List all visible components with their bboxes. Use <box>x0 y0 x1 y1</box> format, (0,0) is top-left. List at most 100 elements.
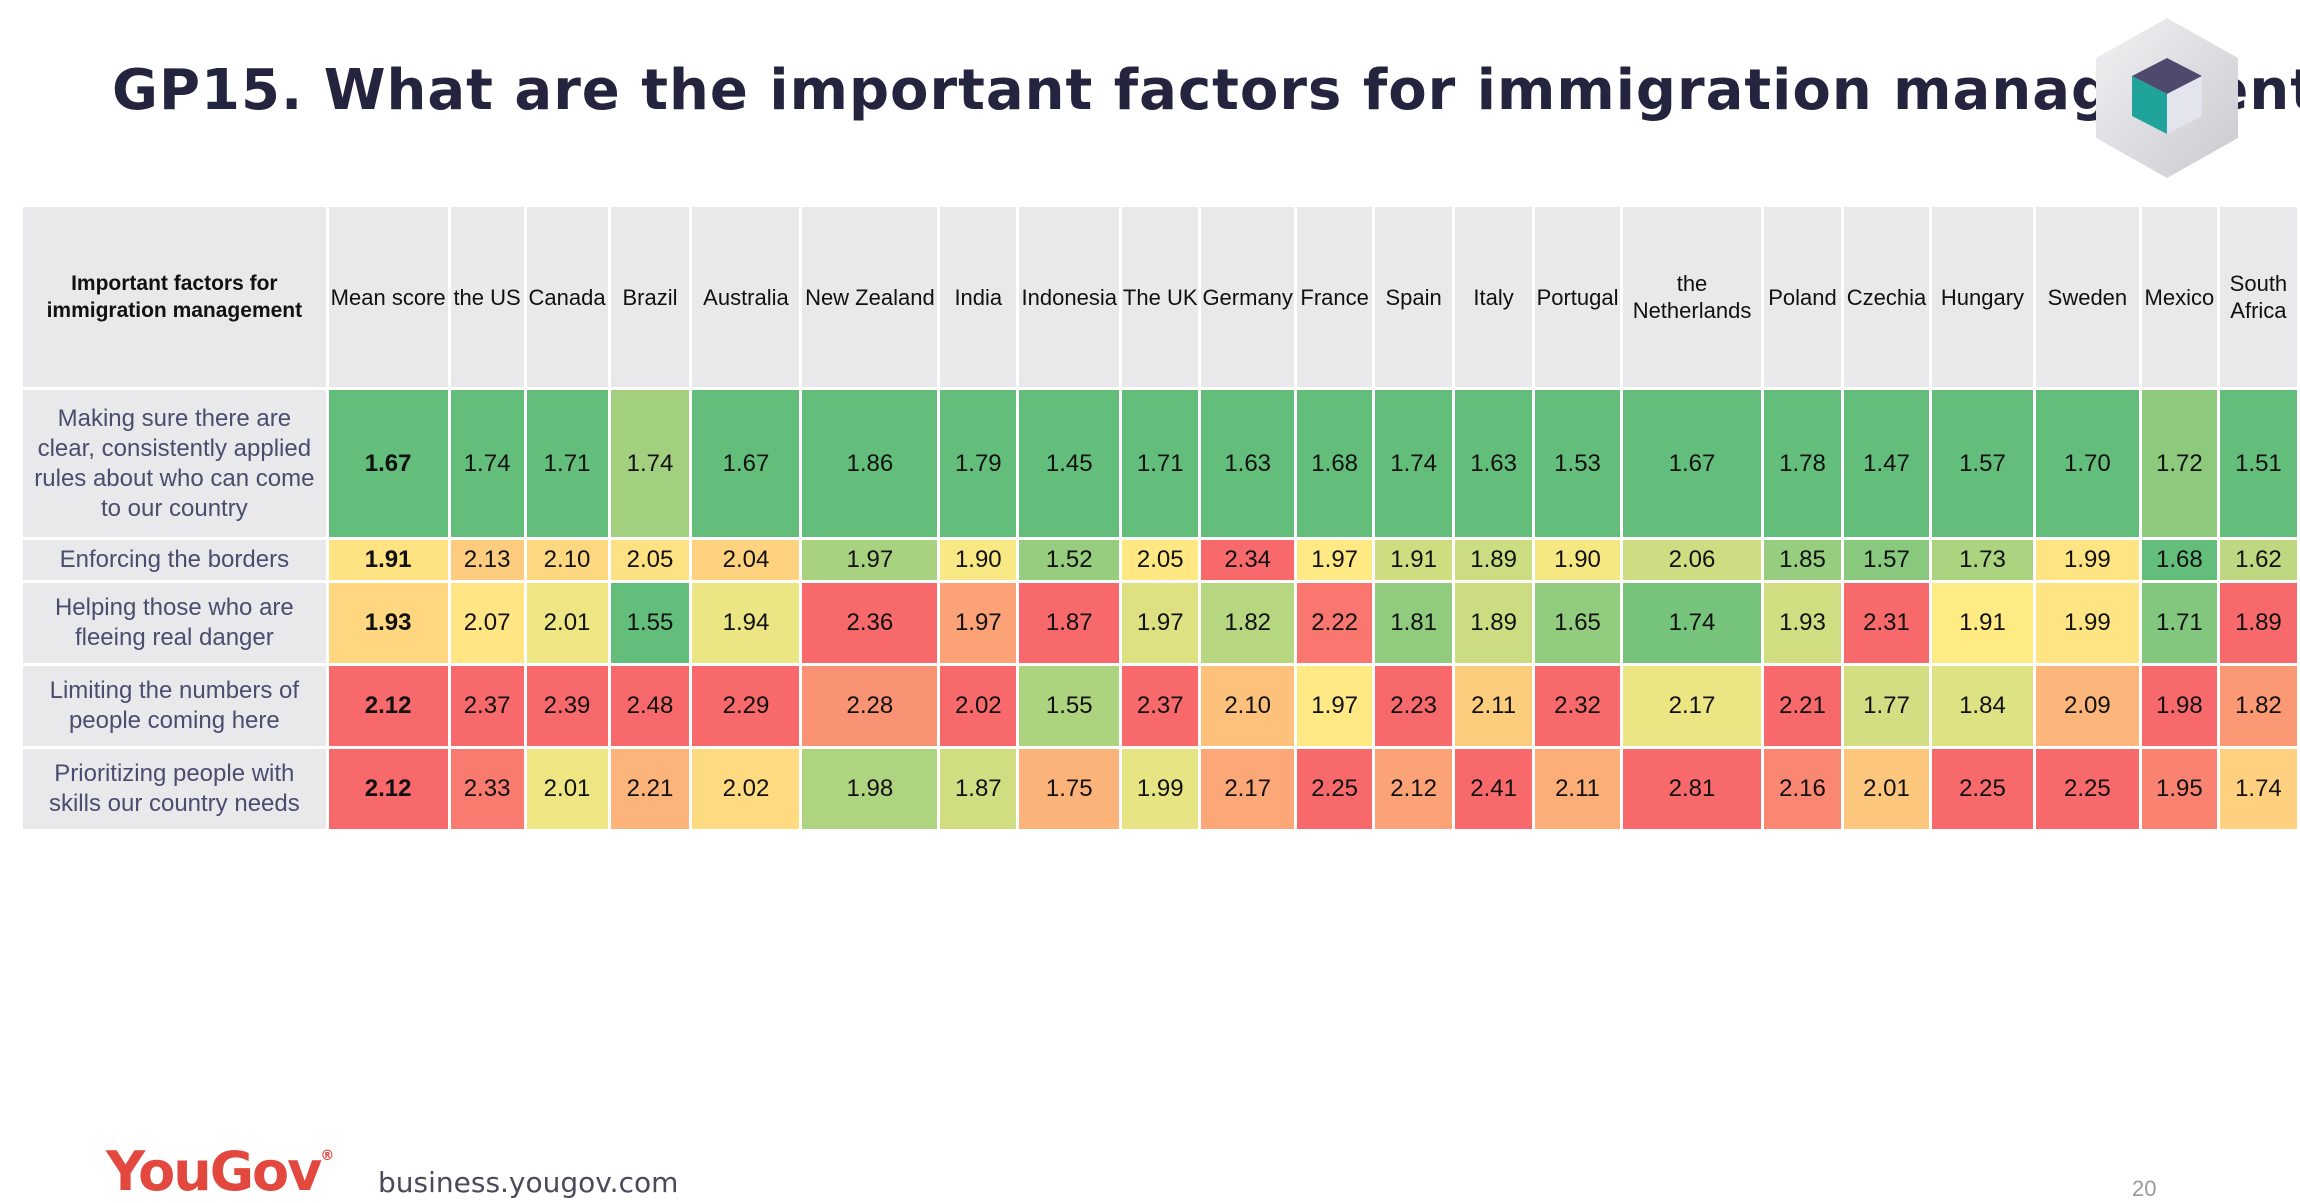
cube-logo-icon <box>2096 18 2238 178</box>
heatmap-cell: 1.51 <box>2216 387 2300 540</box>
heatmap-cell: 1.90 <box>1532 537 1624 583</box>
heatmap-cell: 1.74 <box>447 387 527 540</box>
heatmap-cell: 1.86 <box>799 387 941 540</box>
heatmap-cell: 1.73 <box>1928 537 2036 583</box>
heatmap-cell: 1.63 <box>1198 387 1298 540</box>
column-header: South Africa <box>2216 204 2300 390</box>
heatmap-cell: 1.70 <box>2032 387 2142 540</box>
column-header: India <box>937 204 1020 390</box>
heatmap-cell: 2.25 <box>2032 746 2142 832</box>
heatmap-cell: 1.52 <box>1016 537 1123 583</box>
row-header-cell: Important factors for immigration manage… <box>20 204 329 390</box>
heatmap-cell: 2.33 <box>447 746 527 832</box>
table-row: Limiting the numbers of people coming he… <box>20 663 2300 749</box>
factor-label: Limiting the numbers of people coming he… <box>20 663 329 749</box>
heatmap-cell: 1.97 <box>1294 663 1376 749</box>
heatmap-cell: 1.94 <box>689 580 803 666</box>
page-number: 20 <box>2132 1176 2157 1201</box>
heatmap-cell: 2.21 <box>607 746 693 832</box>
heatmap-cell: 2.25 <box>1294 746 1376 832</box>
column-header: France <box>1294 204 1376 390</box>
column-header: the US <box>447 204 527 390</box>
mean-score-cell: 2.12 <box>325 746 451 832</box>
heatmap-cell: 1.84 <box>1928 663 2036 749</box>
heatmap-cell: 2.02 <box>937 663 1020 749</box>
table-row: Enforcing the borders 1.91 2.13 2.10 2.05 2.0… <box>20 537 2300 583</box>
heatmap-cell: 2.37 <box>447 663 527 749</box>
column-header: Brazil <box>607 204 693 390</box>
table-row: Making sure there are clear, consistentl… <box>20 387 2300 540</box>
table-row: Helping those who are fleeing real dange… <box>20 580 2300 666</box>
column-header: Spain <box>1372 204 1456 390</box>
heatmap-cell: 1.78 <box>1760 387 1844 540</box>
heatmap-cell: 2.21 <box>1760 663 1844 749</box>
heatmap-cell: 1.68 <box>2138 537 2220 583</box>
heatmap-cell: 1.77 <box>1840 663 1932 749</box>
heatmap-cell: 2.41 <box>1452 746 1536 832</box>
heatmap-cell: 1.57 <box>1928 387 2036 540</box>
heatmap-cell: 1.81 <box>1372 580 1456 666</box>
heatmap-cell: 1.57 <box>1840 537 1932 583</box>
heatmap-cell: 1.65 <box>1532 580 1624 666</box>
mean-score-cell: 1.67 <box>325 387 451 540</box>
column-header: the Netherlands <box>1620 204 1764 390</box>
heatmap-cell: 1.90 <box>937 537 1020 583</box>
heatmap-table: Important factors for immigration manage… <box>20 204 2300 832</box>
column-header: Hungary <box>1928 204 2036 390</box>
heatmap-cell: 1.53 <box>1532 387 1624 540</box>
heatmap-cell: 2.09 <box>2032 663 2142 749</box>
page-title: GP15. What are the important factors for… <box>112 58 2300 123</box>
heatmap-cell: 1.74 <box>2216 746 2300 832</box>
heatmap-cell: 1.62 <box>2216 537 2300 583</box>
heatmap-cell: 1.99 <box>2032 537 2142 583</box>
header-row: Important factors for immigration manage… <box>20 204 2300 390</box>
heatmap-cell: 1.82 <box>1198 580 1298 666</box>
heatmap-cell: 1.75 <box>1016 746 1123 832</box>
heatmap-cell: 1.71 <box>1119 387 1202 540</box>
heatmap-cell: 2.23 <box>1372 663 1456 749</box>
heatmap-cell: 2.17 <box>1620 663 1764 749</box>
heatmap-body: Making sure there are clear, consistentl… <box>20 387 2300 832</box>
column-header: Italy <box>1452 204 1536 390</box>
heatmap-cell: 2.07 <box>447 580 527 666</box>
column-header: Australia <box>689 204 803 390</box>
column-header: Portugal <box>1532 204 1624 390</box>
heatmap-cell: 2.17 <box>1198 746 1298 832</box>
heatmap-cell: 1.68 <box>1294 387 1376 540</box>
heatmap-cell: 1.47 <box>1840 387 1932 540</box>
heatmap-cell: 1.91 <box>1928 580 2036 666</box>
heatmap-cell: 2.11 <box>1532 746 1624 832</box>
column-header: New Zealand <box>799 204 941 390</box>
heatmap-cell: 2.81 <box>1620 746 1764 832</box>
mean-score-cell: 2.12 <box>325 663 451 749</box>
heatmap-cell: 1.63 <box>1452 387 1536 540</box>
heatmap-cell: 2.34 <box>1198 537 1298 583</box>
heatmap-cell: 1.74 <box>1620 580 1764 666</box>
mean-score-cell: 1.93 <box>325 580 451 666</box>
heatmap-cell: 2.10 <box>1198 663 1298 749</box>
heatmap-cell: 2.01 <box>1840 746 1932 832</box>
heatmap-cell: 1.82 <box>2216 663 2300 749</box>
heatmap-cell: 1.67 <box>1620 387 1764 540</box>
heatmap-cell: 1.97 <box>1294 537 1376 583</box>
heatmap-cell: 2.36 <box>799 580 941 666</box>
heatmap-cell: 2.06 <box>1620 537 1764 583</box>
column-header: Czechia <box>1840 204 1932 390</box>
footer-url: business.yougov.com <box>378 1166 679 1199</box>
heatmap-cell: 1.71 <box>2138 580 2220 666</box>
heatmap-cell: 2.01 <box>523 580 611 666</box>
heatmap-cell: 2.04 <box>689 537 803 583</box>
heatmap-cell: 1.99 <box>2032 580 2142 666</box>
heatmap-cell: 2.10 <box>523 537 611 583</box>
heatmap-cell: 2.16 <box>1760 746 1844 832</box>
heatmap-cell: 1.85 <box>1760 537 1844 583</box>
heatmap-cell: 2.13 <box>447 537 527 583</box>
heatmap-cell: 1.89 <box>1452 537 1536 583</box>
heatmap-cell: 2.37 <box>1119 663 1202 749</box>
heatmap-cell: 1.99 <box>1119 746 1202 832</box>
heatmap-cell: 1.87 <box>1016 580 1123 666</box>
heatmap-cell: 1.79 <box>937 387 1020 540</box>
heatmap-cell: 1.93 <box>1760 580 1844 666</box>
heatmap-cell: 2.48 <box>607 663 693 749</box>
heatmap-cell: 2.22 <box>1294 580 1376 666</box>
